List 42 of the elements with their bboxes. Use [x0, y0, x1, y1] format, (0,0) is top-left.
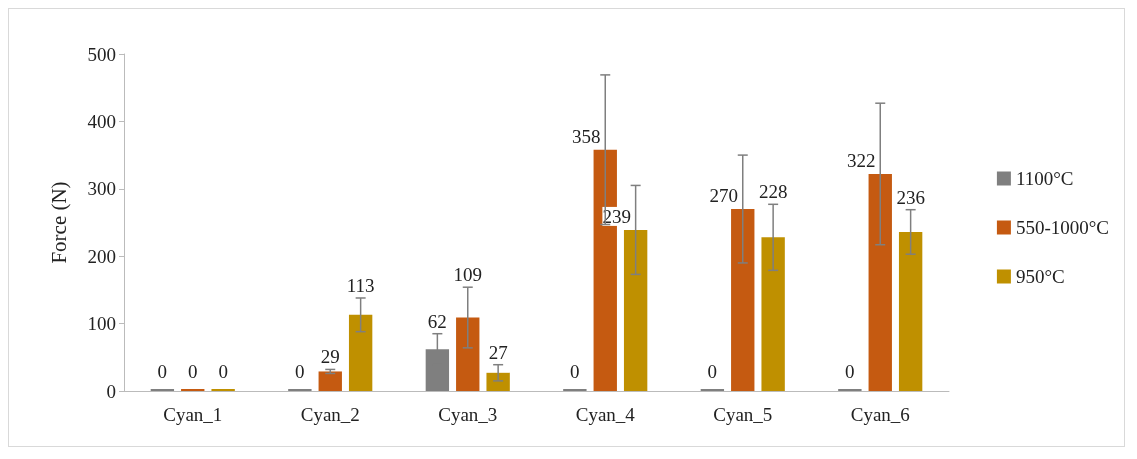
data-label: 113: [346, 274, 375, 296]
data-label: 0: [157, 361, 168, 382]
y-tick-label: 200: [87, 245, 116, 267]
bar: [761, 237, 785, 391]
data-label: 0: [845, 361, 855, 382]
y-axis-title: Force (N): [46, 181, 71, 264]
x-tick-label: Cyan_2: [300, 404, 360, 425]
bar: [623, 229, 648, 391]
data-label: 29: [320, 346, 340, 368]
x-tick-label: Cyan_6: [850, 404, 910, 425]
data-label: 109: [453, 264, 482, 286]
bar: [868, 173, 892, 391]
bar: [486, 372, 510, 391]
data-label: 0: [188, 361, 198, 382]
x-tick-label: Cyan_4: [575, 404, 636, 425]
y-tick-label: 500: [87, 43, 116, 65]
data-label: 322: [847, 149, 876, 171]
legend-label: 950°C: [1015, 266, 1065, 287]
bar: [456, 317, 480, 391]
data-label: 0: [218, 361, 228, 382]
bar: [731, 209, 755, 391]
y-tick-label: 100: [87, 313, 116, 335]
x-tick-label: Cyan_5: [713, 404, 773, 425]
x-tick-label: Cyan_1: [163, 404, 223, 425]
legend-label: 1100°C: [1015, 168, 1074, 189]
data-label: 0: [295, 361, 305, 382]
legend-label: 550-1000°C: [1015, 217, 1110, 238]
data-label: 0: [707, 361, 718, 382]
bar: [898, 231, 923, 391]
y-tick-label: 300: [87, 178, 116, 200]
data-label: 27: [488, 341, 508, 363]
data-label: 0: [570, 361, 580, 382]
y-tick-label: 400: [87, 110, 116, 132]
data-label: 358: [572, 125, 601, 147]
data-label: 236: [896, 186, 925, 208]
bar: [348, 314, 373, 391]
bar: [318, 371, 342, 391]
y-tick-label: 0: [106, 380, 116, 402]
data-label: 270: [709, 185, 738, 207]
data-label: 228: [758, 181, 788, 203]
data-label: 62: [427, 310, 447, 332]
x-tick-label: Cyan_3: [438, 404, 498, 425]
